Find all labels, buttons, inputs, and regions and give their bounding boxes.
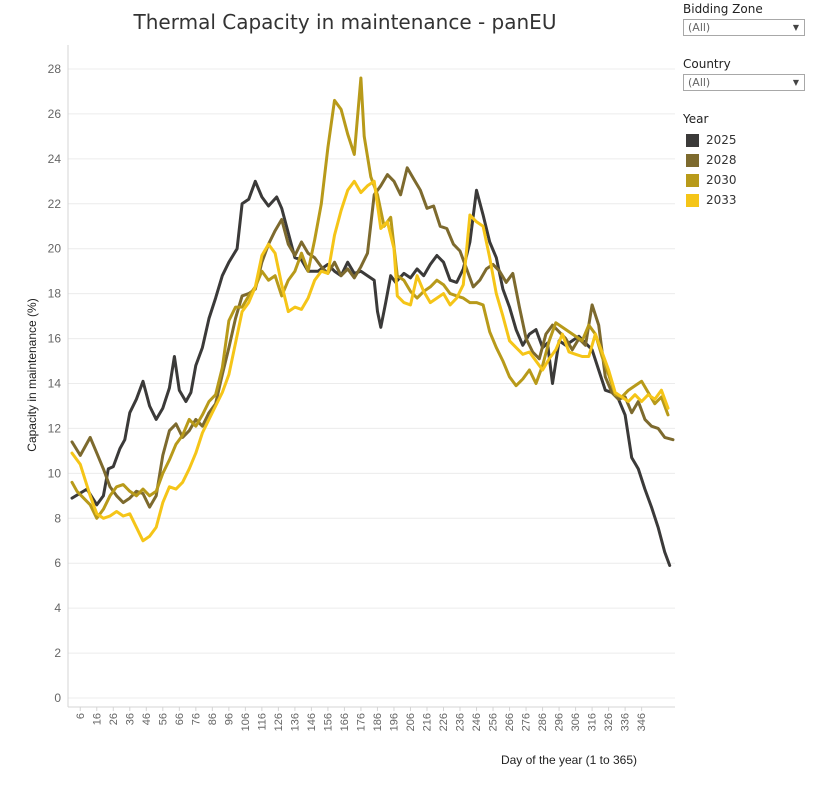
x-axis-label: Day of the year (1 to 365) <box>501 753 637 767</box>
x-tick-label: 286 <box>537 713 549 731</box>
y-tick-label: 10 <box>48 466 62 480</box>
gridlines <box>68 68 675 699</box>
x-tick-label: 136 <box>289 713 301 731</box>
x-tick-label: 146 <box>306 713 318 731</box>
legend-swatch <box>686 153 699 167</box>
legend-item-2025[interactable]: 2025 <box>683 130 737 150</box>
x-tick-label: 216 <box>421 713 433 731</box>
series-line-2033 <box>70 179 670 543</box>
y-tick-label: 14 <box>48 377 62 391</box>
x-tick-label: 266 <box>504 713 516 731</box>
x-axis: 6 16 26 36 46 56 66 76 86 96 106 116 126 136 146 156 166… <box>68 706 675 731</box>
x-tick-label: 196 <box>388 713 400 731</box>
y-tick-label: 28 <box>48 62 62 76</box>
y-tick-label: 12 <box>48 421 62 435</box>
x-tick-label: 36 <box>124 713 136 725</box>
x-tick-label: 56 <box>157 713 169 725</box>
chevron-down-icon: ▼ <box>792 78 799 87</box>
legend-item-2030[interactable]: 2030 <box>683 170 737 190</box>
x-tick-label: 326 <box>603 713 615 731</box>
legend-label: 2033 <box>706 193 737 207</box>
y-tick-label: 4 <box>54 601 61 615</box>
country-filter: Country (All) ▼ <box>683 57 807 91</box>
series-line-2030 <box>70 76 670 520</box>
country-dropdown[interactable]: (All) ▼ <box>683 74 805 91</box>
legend-label: 2028 <box>706 153 737 167</box>
legend-swatch <box>686 133 699 147</box>
x-tick-label: 96 <box>223 713 235 725</box>
x-tick-label: 6 <box>75 713 87 719</box>
x-tick-label: 86 <box>207 713 219 725</box>
y-axis-label: Capacity in maintenance (%) <box>25 298 39 451</box>
y-tick-label: 8 <box>54 511 61 525</box>
country-label: Country <box>683 57 731 71</box>
x-tick-label: 206 <box>405 713 417 731</box>
legend-label: 2025 <box>706 133 737 147</box>
series-lines <box>70 76 675 567</box>
legend-item-2028[interactable]: 2028 <box>683 150 737 170</box>
bidding-zone-filter: Bidding Zone (All) ▼ <box>683 2 807 36</box>
legend-swatch <box>686 193 699 207</box>
legend-label: 2030 <box>706 173 737 187</box>
country-value: (All) <box>688 76 711 89</box>
x-tick-label: 26 <box>108 713 120 725</box>
x-tick-label: 156 <box>322 713 334 731</box>
y-tick-label: 6 <box>54 556 61 570</box>
series-line-2028 <box>70 166 675 509</box>
bidding-zone-dropdown[interactable]: (All) ▼ <box>683 19 805 36</box>
legend-swatch <box>686 173 699 187</box>
x-tick-label: 66 <box>174 713 186 725</box>
x-tick-label: 16 <box>91 713 103 725</box>
y-tick-label: 22 <box>48 197 62 211</box>
x-tick-label: 116 <box>256 713 268 731</box>
legend: Year 2025 2028 2030 2033 <box>683 112 737 210</box>
legend-item-2033[interactable]: 2033 <box>683 190 737 210</box>
x-tick-label: 76 <box>190 713 202 725</box>
x-tick-label: 336 <box>620 713 632 731</box>
y-tick-label: 24 <box>48 152 62 166</box>
x-tick-label: 306 <box>570 713 582 731</box>
series-line-2025 <box>70 179 672 567</box>
chart-title: Thermal Capacity in maintenance - panEU <box>133 10 557 34</box>
chevron-down-icon: ▼ <box>792 23 799 32</box>
x-tick-label: 226 <box>438 713 450 731</box>
x-tick-label: 186 <box>372 713 384 731</box>
y-tick-label: 20 <box>48 242 62 256</box>
x-tick-label: 296 <box>554 713 566 731</box>
x-tick-label: 236 <box>455 713 467 731</box>
y-tick-label: 2 <box>54 646 61 660</box>
x-tick-label: 126 <box>273 713 285 731</box>
y-tick-label: 0 <box>54 691 61 705</box>
x-tick-label: 46 <box>141 713 153 725</box>
x-tick-label: 246 <box>471 713 483 731</box>
y-tick-label: 16 <box>48 332 62 346</box>
x-tick-label: 276 <box>521 713 533 731</box>
legend-title: Year <box>683 112 709 126</box>
bidding-zone-label: Bidding Zone <box>683 2 763 16</box>
x-tick-label: 316 <box>587 713 599 731</box>
x-tick-label: 106 <box>240 713 252 731</box>
x-tick-label: 166 <box>339 713 351 731</box>
bidding-zone-value: (All) <box>688 21 711 34</box>
y-tick-label: 18 <box>48 287 62 301</box>
x-tick-label: 256 <box>488 713 500 731</box>
y-tick-label: 26 <box>48 107 62 121</box>
x-tick-label: 176 <box>355 713 367 731</box>
x-tick-label: 346 <box>636 713 648 731</box>
